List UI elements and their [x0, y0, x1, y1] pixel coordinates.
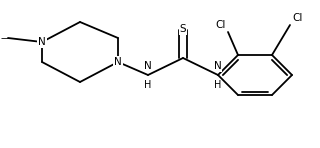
Text: —: —	[1, 33, 11, 43]
Text: H: H	[214, 80, 222, 90]
Text: N: N	[214, 61, 222, 71]
Text: N: N	[114, 57, 122, 67]
Text: S: S	[180, 24, 186, 34]
Text: H: H	[144, 80, 152, 90]
Text: Cl: Cl	[292, 13, 302, 23]
Text: N: N	[38, 37, 46, 47]
Text: N: N	[144, 61, 152, 71]
Text: Cl: Cl	[216, 20, 226, 30]
